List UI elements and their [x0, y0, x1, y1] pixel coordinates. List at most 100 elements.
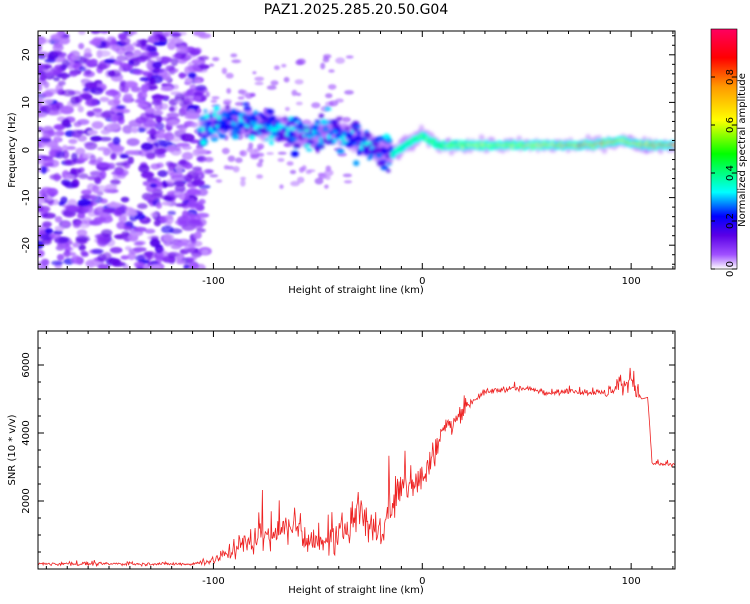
- noise-blob: [328, 69, 335, 73]
- noise-blob: [96, 146, 109, 151]
- noise-blob: [93, 217, 102, 225]
- noise-blob: [254, 81, 264, 86]
- ridge-blob: [210, 136, 219, 142]
- noise-blob: [48, 151, 57, 158]
- noise-blob: [46, 187, 59, 197]
- noise-blob: [136, 127, 146, 133]
- ridge-blob: [207, 120, 213, 126]
- noise-blob: [343, 180, 353, 184]
- noise-blob: [39, 265, 49, 269]
- noise-blob: [78, 173, 89, 179]
- ridge-blob: [266, 109, 275, 115]
- noise-blob: [145, 251, 157, 260]
- noise-blob: [283, 76, 290, 83]
- noise-blob: [258, 158, 264, 164]
- noise-blob: [173, 180, 186, 187]
- noise-blob: [100, 198, 108, 204]
- noise-blob: [198, 55, 210, 61]
- noise-blob: [324, 184, 329, 189]
- ridge-blob: [371, 141, 379, 147]
- noise-blob: [284, 106, 290, 112]
- noise-blob: [40, 157, 54, 165]
- spectrogram-xlabel: Height of straight line (km): [288, 285, 424, 296]
- noise-blob: [40, 258, 50, 267]
- noise-blob: [105, 183, 118, 191]
- ridge-blob: [357, 141, 363, 146]
- noise-blob: [38, 249, 45, 258]
- ridge-blob: [306, 140, 316, 145]
- noise-blob: [179, 159, 187, 165]
- noise-blob: [50, 66, 64, 74]
- ridge-blob: [213, 105, 220, 112]
- ridge-blob: [241, 112, 247, 117]
- noise-blob: [84, 260, 95, 266]
- noise-blob: [223, 99, 232, 104]
- ridge-blob: [357, 130, 362, 136]
- noise-blob: [161, 225, 174, 234]
- noise-blob: [175, 219, 188, 226]
- noise-blob: [181, 151, 194, 161]
- noise-blob: [176, 259, 186, 265]
- noise-blob: [166, 119, 180, 127]
- ridge-blob: [376, 153, 383, 157]
- noise-blob: [77, 105, 84, 113]
- noise-blob: [59, 36, 71, 45]
- noise-blob: [170, 91, 182, 96]
- noise-blob: [325, 93, 333, 99]
- noise-blob: [167, 162, 175, 172]
- noise-blob: [187, 104, 200, 110]
- noise-blob: [286, 161, 294, 166]
- y-tick-label: 10: [21, 96, 32, 109]
- noise-blob: [193, 91, 203, 97]
- ridge-blob: [302, 126, 311, 130]
- noise-blob: [215, 179, 223, 183]
- ridge-blob: [290, 150, 299, 157]
- ridge-blob: [292, 143, 301, 149]
- noise-blob: [137, 203, 148, 210]
- noise-blob: [93, 110, 104, 118]
- colorbar-ticks: 0.0 0.2 0.4 0.6 0.8: [710, 28, 738, 277]
- noise-blob: [132, 69, 145, 75]
- colorbar-tick-label: 0.8: [725, 69, 736, 85]
- noise-blob: [211, 96, 220, 100]
- noise-blob: [266, 85, 277, 90]
- noise-blob: [249, 92, 256, 97]
- noise-blob: [47, 142, 59, 148]
- ridge-blob: [233, 117, 238, 123]
- noise-blob: [120, 255, 129, 260]
- ridge-blob: [292, 117, 299, 122]
- noise-blob: [140, 142, 154, 151]
- noise-blob: [184, 213, 196, 221]
- noise-blob: [149, 78, 156, 85]
- noise-blob: [83, 47, 92, 57]
- noise-blob: [44, 228, 54, 234]
- noise-blob: [232, 166, 240, 173]
- spectrogram-noise: [38, 31, 354, 269]
- spectrogram-ylabel: Frequency (Hz): [7, 112, 18, 188]
- ridge-blob: [210, 130, 218, 134]
- noise-blob: [184, 97, 196, 103]
- noise-blob: [50, 145, 63, 153]
- noise-blob: [154, 132, 169, 139]
- noise-blob: [146, 51, 160, 59]
- noise-blob: [110, 145, 125, 152]
- noise-blob: [85, 98, 99, 106]
- noise-blob: [144, 194, 157, 202]
- noise-blob: [71, 152, 78, 162]
- noise-blob: [254, 76, 265, 82]
- noise-blob: [71, 129, 82, 138]
- noise-blob: [99, 31, 110, 34]
- ridge-blob: [287, 116, 295, 122]
- noise-blob: [160, 86, 174, 92]
- y-tick-label: 6000: [21, 352, 32, 377]
- noise-blob: [125, 45, 135, 53]
- noise-blob: [283, 142, 291, 148]
- noise-blob: [192, 166, 203, 171]
- ridge-blob: [264, 138, 269, 142]
- noise-blob: [101, 229, 113, 237]
- noise-blob: [126, 138, 140, 147]
- noise-blob: [153, 41, 167, 46]
- noise-blob: [203, 168, 214, 175]
- ridge-blob: [271, 115, 277, 120]
